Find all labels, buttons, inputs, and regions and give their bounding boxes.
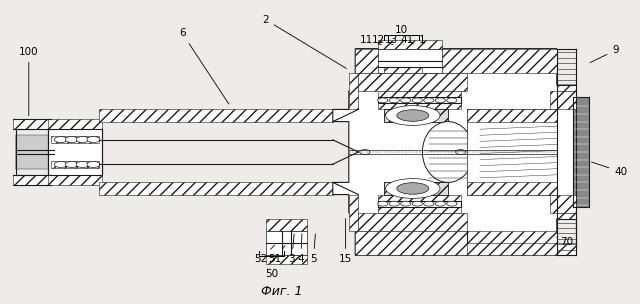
Circle shape [435, 98, 445, 103]
Text: 6: 6 [179, 29, 229, 104]
Text: 70: 70 [557, 237, 573, 247]
Polygon shape [358, 213, 467, 231]
Circle shape [424, 98, 434, 103]
Circle shape [76, 161, 89, 168]
Polygon shape [467, 182, 557, 195]
Ellipse shape [385, 106, 440, 126]
Polygon shape [384, 109, 448, 122]
Bar [378, 97, 461, 103]
Circle shape [76, 136, 89, 143]
Polygon shape [349, 195, 358, 231]
Polygon shape [266, 219, 307, 231]
Circle shape [87, 136, 100, 143]
Polygon shape [467, 243, 576, 255]
Ellipse shape [397, 183, 429, 194]
Ellipse shape [397, 110, 429, 121]
Ellipse shape [385, 179, 440, 199]
Circle shape [389, 201, 399, 206]
Text: 9: 9 [590, 45, 619, 63]
Circle shape [54, 161, 67, 168]
Circle shape [87, 161, 100, 168]
Text: 51: 51 [269, 245, 285, 264]
Ellipse shape [422, 122, 474, 182]
Text: 12: 12 [372, 35, 393, 45]
Circle shape [412, 201, 422, 206]
Circle shape [65, 136, 78, 143]
Bar [16, 135, 51, 169]
Circle shape [447, 98, 457, 103]
Circle shape [65, 161, 78, 168]
Polygon shape [557, 85, 576, 91]
Polygon shape [355, 231, 557, 255]
Polygon shape [266, 255, 307, 264]
Text: 3: 3 [289, 234, 295, 264]
Polygon shape [378, 103, 461, 109]
Text: 11: 11 [360, 35, 381, 45]
Text: Фиг. 1: Фиг. 1 [261, 285, 302, 298]
Circle shape [54, 136, 67, 143]
Circle shape [456, 150, 466, 154]
Polygon shape [378, 195, 461, 201]
Circle shape [412, 98, 422, 103]
Circle shape [401, 98, 411, 103]
Text: 2: 2 [262, 15, 346, 68]
Bar [378, 201, 461, 207]
Circle shape [378, 98, 388, 103]
Polygon shape [333, 49, 576, 255]
Polygon shape [349, 73, 358, 109]
Text: 4: 4 [298, 234, 304, 264]
Bar [573, 97, 589, 207]
Polygon shape [557, 213, 576, 219]
Polygon shape [384, 182, 448, 195]
Text: 5: 5 [310, 234, 317, 264]
Circle shape [435, 201, 445, 206]
Polygon shape [51, 136, 99, 143]
Text: 40: 40 [591, 162, 627, 177]
Polygon shape [378, 40, 442, 49]
Text: 50: 50 [265, 269, 278, 278]
Polygon shape [48, 175, 102, 185]
Polygon shape [13, 175, 51, 185]
Circle shape [360, 150, 370, 154]
Polygon shape [51, 161, 99, 168]
Circle shape [389, 98, 399, 103]
Polygon shape [99, 182, 333, 195]
Text: 15: 15 [339, 219, 352, 264]
Bar [266, 231, 307, 255]
Bar [384, 109, 448, 122]
Text: 1: 1 [419, 35, 426, 44]
Text: 10: 10 [395, 26, 408, 35]
Bar [48, 129, 102, 175]
Polygon shape [550, 91, 576, 109]
Circle shape [378, 201, 388, 206]
Polygon shape [48, 119, 102, 129]
Circle shape [447, 201, 457, 206]
Polygon shape [13, 119, 51, 129]
Text: 13: 13 [385, 35, 404, 45]
Text: 100: 100 [19, 47, 38, 116]
Polygon shape [550, 195, 576, 213]
Polygon shape [358, 73, 467, 91]
Text: 52: 52 [255, 245, 275, 264]
Bar [384, 182, 448, 195]
Polygon shape [378, 207, 461, 213]
Polygon shape [378, 91, 461, 97]
Bar [378, 49, 442, 73]
Text: 41: 41 [401, 35, 413, 44]
Polygon shape [355, 49, 557, 73]
Circle shape [424, 201, 434, 206]
Polygon shape [99, 109, 333, 122]
Polygon shape [384, 67, 422, 73]
Circle shape [401, 201, 411, 206]
Polygon shape [467, 109, 557, 122]
Bar [467, 109, 557, 195]
